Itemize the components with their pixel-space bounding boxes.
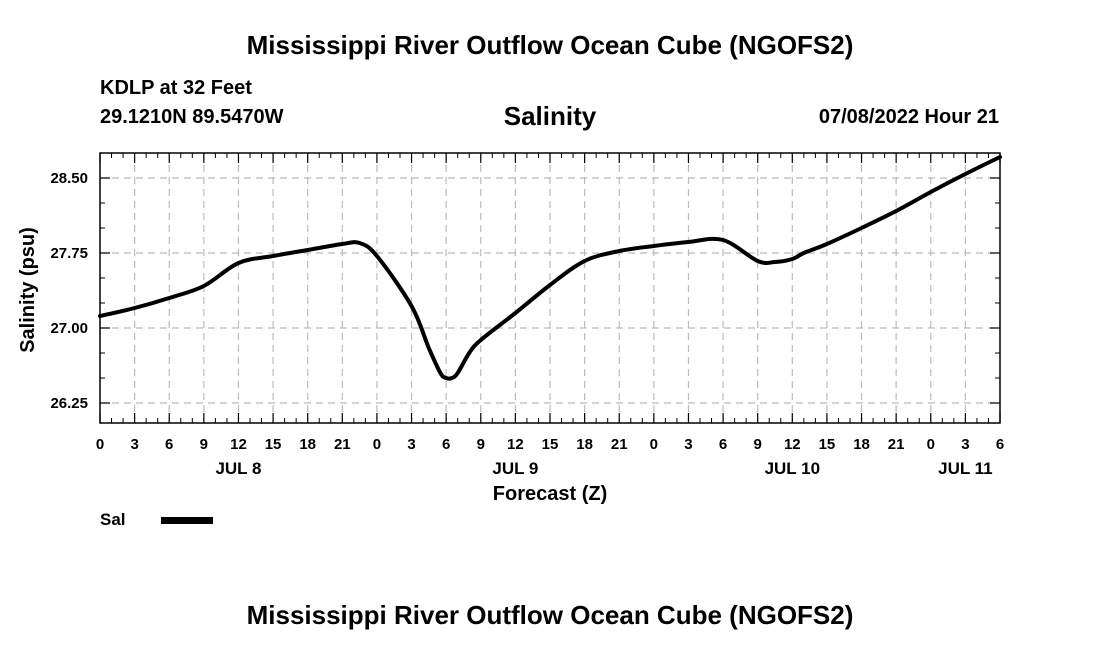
x-tick-label: 9: [477, 436, 485, 453]
legend-swatch: [161, 517, 213, 524]
date-label: JUL 8: [215, 459, 261, 478]
y-tick-label: 28.50: [50, 170, 88, 187]
y-tick-labels: 26.25 27.00 27.75 28.50: [50, 170, 88, 412]
x-tick-label: 0: [927, 436, 935, 453]
y-tick-label: 26.25: [50, 395, 88, 412]
x-tick-label: 3: [684, 436, 692, 453]
x-tick-label: 9: [200, 436, 208, 453]
series-line-sal: [98, 155, 1002, 381]
x-tick-label: 9: [754, 436, 762, 453]
chart-title: Mississippi River Outflow Ocean Cube (NG…: [246, 30, 854, 60]
x-tick-label: 12: [784, 436, 801, 453]
y-axis-title: Salinity (psu): [17, 227, 39, 353]
date-labels: JUL 8 JUL 9 JUL 10 JUL 11: [215, 459, 992, 478]
x-tick-label: 3: [961, 436, 969, 453]
datetime-label: 07/08/2022 Hour 21: [818, 106, 999, 128]
x-tick-label: 18: [576, 436, 593, 453]
x-tick-label: 21: [334, 436, 351, 453]
x-tick-label: 21: [888, 436, 905, 453]
y-tick-label: 27.75: [50, 245, 88, 262]
date-label: JUL 11: [938, 459, 993, 478]
x-axis-title: Forecast (Z): [493, 483, 607, 505]
x-tick-label: 3: [130, 436, 138, 453]
x-tick-label: 15: [265, 436, 282, 453]
x-tick-label: 6: [996, 436, 1004, 453]
x-tick-label: 21: [611, 436, 628, 453]
x-tick-label: 6: [442, 436, 450, 453]
legend-label: Sal: [100, 510, 126, 529]
x-tick-label: 3: [407, 436, 415, 453]
grid: [100, 153, 1000, 423]
parameter-title: Salinity: [503, 101, 597, 131]
x-tick-labels: 0 3 6 9 12 15 18 21 0 3 6 9 12 15 18 21 0 3 6 9 12 15 18 21 0 3 6: [96, 436, 1004, 453]
axis-ticks: [99, 152, 1001, 423]
x-tick-label: 0: [96, 436, 104, 453]
x-tick-label: 0: [373, 436, 381, 453]
x-tick-label: 12: [507, 436, 524, 453]
coordinates-label: 29.1210N 89.5470W: [100, 106, 284, 128]
date-label: JUL 9: [492, 459, 538, 478]
x-tick-label: 15: [542, 436, 559, 453]
station-label: KDLP at 32 Feet: [100, 77, 252, 99]
x-tick-label: 18: [853, 436, 870, 453]
x-tick-label: 6: [719, 436, 727, 453]
date-label: JUL 10: [765, 459, 820, 478]
x-tick-label: 6: [165, 436, 173, 453]
x-tick-label: 12: [230, 436, 247, 453]
x-tick-label: 18: [299, 436, 316, 453]
x-tick-label: 15: [819, 436, 836, 453]
x-tick-label: 0: [650, 436, 658, 453]
footer-title: Mississippi River Outflow Ocean Cube (NG…: [246, 600, 854, 630]
y-tick-label: 27.00: [50, 320, 88, 337]
